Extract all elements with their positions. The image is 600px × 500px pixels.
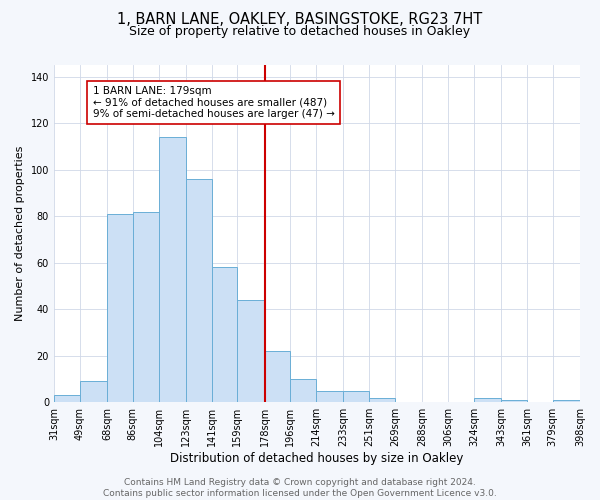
- Bar: [158, 137, 186, 402]
- Bar: [343, 390, 369, 402]
- Bar: [369, 398, 395, 402]
- Bar: [265, 351, 290, 402]
- Bar: [107, 214, 133, 402]
- Bar: [474, 398, 501, 402]
- Bar: [212, 268, 238, 402]
- Bar: [54, 395, 80, 402]
- Bar: [553, 400, 580, 402]
- X-axis label: Distribution of detached houses by size in Oakley: Distribution of detached houses by size …: [170, 452, 464, 465]
- Text: Contains HM Land Registry data © Crown copyright and database right 2024.
Contai: Contains HM Land Registry data © Crown c…: [103, 478, 497, 498]
- Bar: [501, 400, 527, 402]
- Y-axis label: Number of detached properties: Number of detached properties: [15, 146, 25, 322]
- Text: Size of property relative to detached houses in Oakley: Size of property relative to detached ho…: [130, 25, 470, 38]
- Bar: [238, 300, 265, 402]
- Bar: [290, 379, 316, 402]
- Bar: [80, 382, 107, 402]
- Bar: [186, 179, 212, 402]
- Bar: [133, 212, 158, 402]
- Text: 1 BARN LANE: 179sqm
← 91% of detached houses are smaller (487)
9% of semi-detach: 1 BARN LANE: 179sqm ← 91% of detached ho…: [92, 86, 334, 119]
- Text: 1, BARN LANE, OAKLEY, BASINGSTOKE, RG23 7HT: 1, BARN LANE, OAKLEY, BASINGSTOKE, RG23 …: [118, 12, 482, 28]
- Bar: [316, 390, 343, 402]
